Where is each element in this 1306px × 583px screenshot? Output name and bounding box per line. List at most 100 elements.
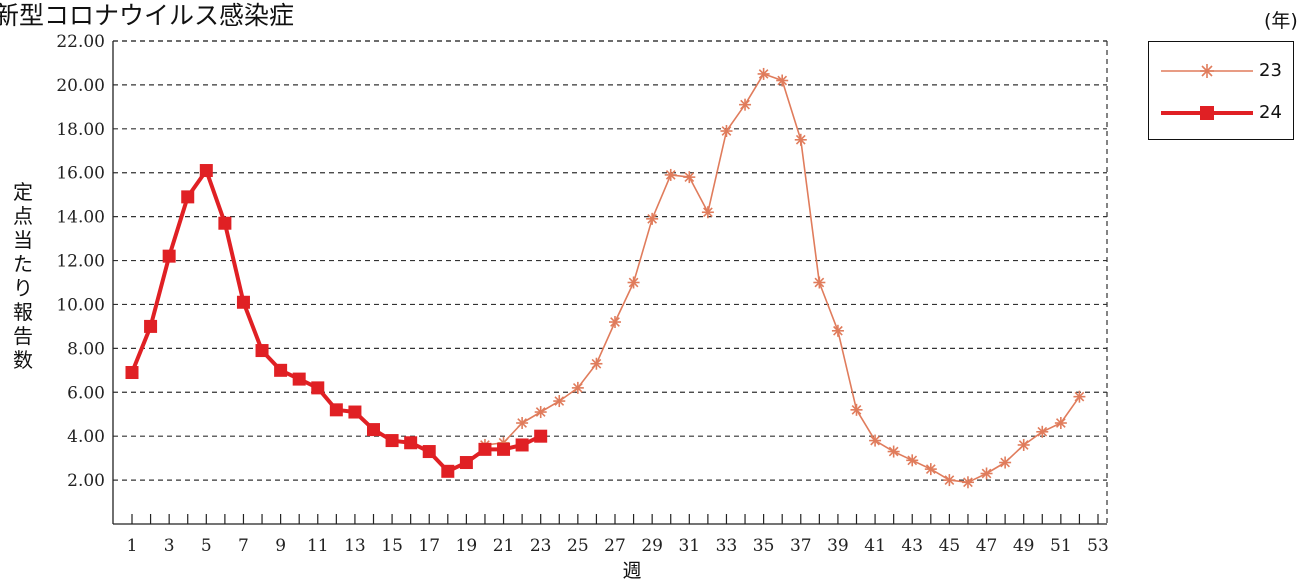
data-point-23 [590,357,603,370]
y-tick-label: 8.00 [67,339,105,359]
data-point-23 [553,395,566,408]
data-point-24 [441,464,455,478]
data-point-24 [367,423,380,437]
data-point-24 [329,403,343,417]
data-point-23 [757,67,770,80]
data-point-24 [385,434,399,448]
x-tick-label: 33 [716,536,738,556]
legend-label-24: 24 [1259,102,1282,123]
x-tick-label: 43 [901,536,923,556]
x-tick-label: 1 [127,536,138,556]
series-line-23 [484,73,1081,484]
data-point-24 [311,381,325,395]
data-point-23 [739,98,752,111]
data-point-24 [497,442,511,456]
y-tick-label: 20.00 [56,76,105,96]
data-point-23 [609,316,621,329]
legend-label-23: 23 [1259,60,1282,81]
x-tick-label: 25 [567,536,589,556]
data-point-24 [348,405,362,419]
data-point-24 [292,372,306,386]
series-lines [125,67,1086,489]
data-point-23 [1054,417,1067,430]
x-tick-label: 9 [275,536,286,556]
data-point-23 [887,445,900,458]
data-point-23 [720,125,733,138]
legend-item-23: 23 [1149,57,1295,87]
gridlines [113,40,1108,524]
y-tick-label: 16.00 [56,164,105,184]
y-tick-label: 10.00 [56,295,105,315]
data-point-23 [1036,425,1049,438]
series-23 [478,67,1086,489]
data-point-24 [515,438,529,452]
data-point-23 [516,417,529,430]
data-point-24 [534,429,548,443]
data-point-23 [776,74,789,87]
data-point-24 [404,436,418,450]
y-tick-label: 4.00 [67,427,105,447]
data-point-24 [199,164,213,178]
data-point-23 [534,406,547,419]
data-point-23 [869,434,882,447]
x-tick-label: 13 [344,536,366,556]
data-point-24 [144,319,158,333]
data-point-23 [924,463,937,476]
x-tick-label: 17 [418,536,440,556]
y-tick-label: 12.00 [56,252,105,272]
x-tick-label: 5 [201,536,212,556]
x-tick-label: 35 [753,536,775,556]
x-tick-label: 45 [939,536,961,556]
x-tick-label: 49 [1013,536,1035,556]
data-point-24 [218,216,232,230]
x-tick-label: 27 [604,536,626,556]
x-tick-label: 51 [1050,536,1072,556]
data-point-23 [683,171,696,184]
series-line-24 [130,168,542,474]
x-tick-label: 15 [381,536,403,556]
data-point-23 [831,324,844,337]
x-tick-label: 11 [307,536,329,556]
x-axis-label: 週 [622,560,642,582]
data-point-24 [274,363,288,377]
legend: 23 24 [1148,41,1294,140]
y-tick-label: 18.00 [56,120,105,140]
data-point-23 [906,454,919,467]
data-point-23 [980,467,993,480]
data-point-23 [850,403,863,416]
x-tick-label: 21 [493,536,515,556]
data-point-24 [478,442,492,456]
data-point-24 [422,445,436,459]
x-tick-label: 29 [641,536,663,556]
data-point-24 [181,190,195,204]
data-point-24 [459,456,473,470]
data-point-23 [943,474,956,487]
data-point-23 [701,206,714,219]
data-point-24 [255,344,269,358]
x-tick-label: 41 [864,536,886,556]
y-tick-label: 22.00 [56,32,105,52]
x-tick-label: 19 [456,536,478,556]
data-point-23 [627,276,640,289]
chart-title: 新型コロナウイルス感染症 [0,1,295,30]
x-tick-label: 3 [164,536,175,556]
data-point-24 [236,295,250,309]
legend-swatch-24 [1161,106,1253,120]
data-point-23 [646,212,659,225]
y-tick-label: 14.00 [56,208,105,228]
data-point-23 [961,476,974,489]
tick-labels: 2.00 4.00 6.00 8.00 10.00 12.00 14.00 16.00 18.0… [56,32,1108,556]
y-tick-label: 2.00 [67,471,105,491]
y-tick-label: 6.00 [67,383,105,403]
data-point-23 [1073,390,1086,403]
legend-item-24: 24 [1149,99,1295,129]
data-point-24 [125,366,139,380]
x-tick-label: 39 [827,536,849,556]
x-tick-label: 7 [238,536,249,556]
legend-title: (年) [1264,10,1298,32]
data-point-23 [794,133,807,146]
x-tick-label: 47 [976,536,998,556]
data-point-23 [571,381,584,394]
x-tick-label: 31 [678,536,700,556]
